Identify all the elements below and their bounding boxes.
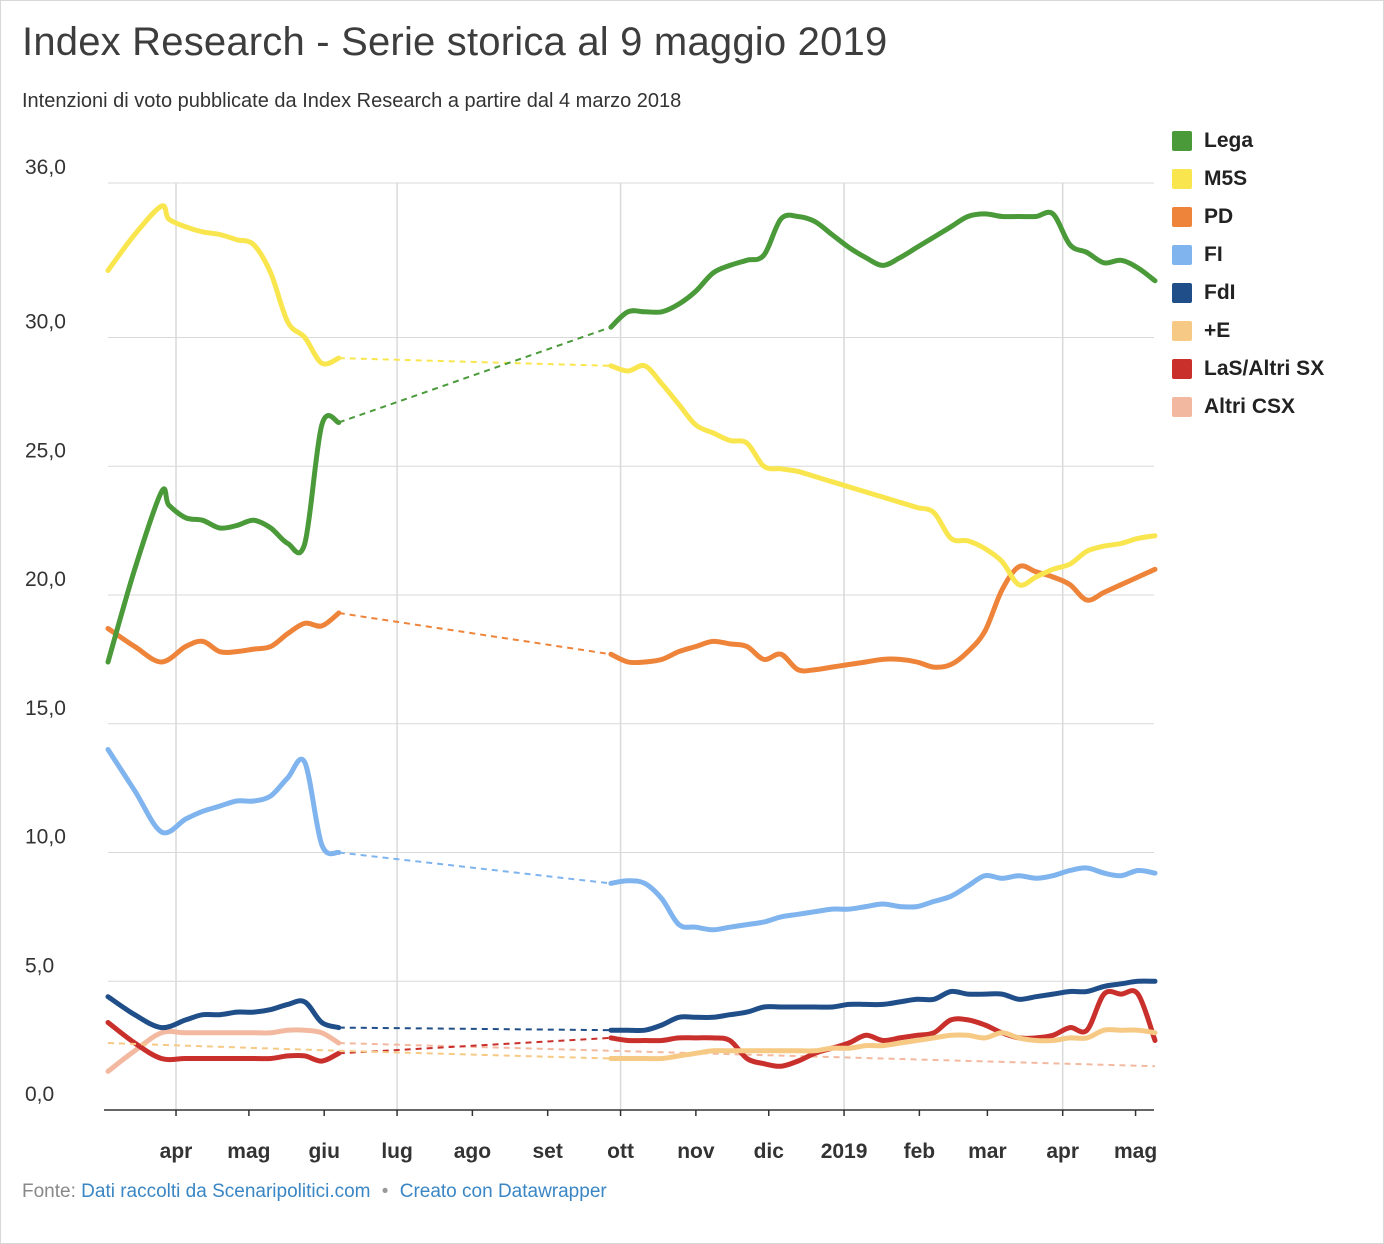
series-pd-line xyxy=(608,563,1158,674)
series-m5s-line xyxy=(105,203,342,367)
y-tick-label: 15,0 xyxy=(25,697,66,720)
legend-label: FdI xyxy=(1204,281,1236,304)
y-tick-label: 25,0 xyxy=(25,439,66,462)
x-tick-label: ago xyxy=(454,1140,491,1163)
x-tick-label: nov xyxy=(677,1140,715,1163)
series-fdi-gap-connector xyxy=(338,1026,611,1032)
series-fdi xyxy=(105,978,1158,1034)
series-fi-gap-connector xyxy=(338,851,611,885)
legend-item-fdi: FdI xyxy=(1172,274,1324,312)
series-las-altri-sx xyxy=(105,988,1158,1069)
series-lega-line xyxy=(105,413,342,665)
chart-footer: Fonte: Dati raccolti da Scenaripolitici.… xyxy=(22,1181,607,1203)
x-tick-label: lug xyxy=(381,1140,413,1163)
chart-subtitle: Intenzioni di voto pubblicate da Index R… xyxy=(22,90,682,112)
legend-swatch xyxy=(1172,321,1192,341)
legend-swatch xyxy=(1172,359,1192,379)
source-prefix: Fonte: xyxy=(22,1181,76,1202)
series-m5s-line xyxy=(608,362,1158,588)
series-m5s-gap-connector xyxy=(338,357,611,367)
series-fi-line xyxy=(105,747,342,857)
x-tick-label: ott xyxy=(607,1140,634,1163)
x-tick-label: mag xyxy=(1114,1140,1157,1163)
x-tick-label: mar xyxy=(968,1140,1007,1163)
x-tick-label: apr xyxy=(1046,1140,1079,1163)
legend-swatch xyxy=(1172,397,1192,417)
legend-swatch xyxy=(1172,245,1192,265)
datawrapper-credit-link[interactable]: Creato con Datawrapper xyxy=(399,1181,607,1202)
series-las-altri-sx-line xyxy=(608,988,1158,1069)
series-pd-line xyxy=(105,610,342,665)
y-tick-label: 30,0 xyxy=(25,311,66,334)
series-e xyxy=(107,1027,1158,1062)
x-tick-label: 2019 xyxy=(821,1140,868,1163)
legend-item-fi: FI xyxy=(1172,236,1324,274)
legend-label: LaS/Altri SX xyxy=(1204,357,1325,380)
chart-legend: Lega M5S PD FI FdI +E LaS/Altri SX Altri CSX xyxy=(1172,122,1324,426)
y-tick-label: 5,0 xyxy=(25,954,54,977)
series-pd-gap-connector xyxy=(338,612,612,656)
x-axis-tick-labels: apr mag giu lug ago set ott nov dic 2019 feb mar apr… xyxy=(160,1110,1157,1163)
series-lega xyxy=(105,209,1158,665)
y-tick-label: 36,0 xyxy=(25,156,66,179)
legend-swatch xyxy=(1172,169,1192,189)
legend-label: Altri CSX xyxy=(1204,395,1296,418)
legend-swatch xyxy=(1172,131,1192,151)
series-altri-csx-gap-connector xyxy=(338,1042,1156,1068)
series-fi xyxy=(105,747,1158,933)
y-axis-tick-labels: 0,0 5,0 10,0 15,0 20,0 25,0 30,0 36,0 xyxy=(25,156,66,1106)
series-lega-gap-connector xyxy=(338,326,612,424)
legend-swatch xyxy=(1172,283,1192,303)
legend-label: FI xyxy=(1204,243,1223,266)
legend-item-pd: PD xyxy=(1172,198,1324,236)
x-tick-label: dic xyxy=(754,1140,785,1163)
x-tick-label: feb xyxy=(904,1140,936,1163)
x-tick-label: mag xyxy=(227,1140,270,1163)
legend-item-e: +E xyxy=(1172,312,1324,350)
y-tick-label: 0,0 xyxy=(25,1083,54,1106)
x-tick-label: set xyxy=(533,1140,563,1163)
legend-item-altri-csx: Altri CSX xyxy=(1172,388,1324,426)
series-e-line xyxy=(608,1027,1158,1062)
series-e-gap-connector xyxy=(338,1049,611,1060)
legend-label: M5S xyxy=(1204,167,1248,190)
y-tick-label: 20,0 xyxy=(25,568,66,591)
chart-title: Index Research - Serie storica al 9 magg… xyxy=(22,20,888,64)
series-fi-line xyxy=(608,865,1158,933)
series-altri-csx xyxy=(105,1027,1156,1074)
series-fdi-line xyxy=(608,978,1158,1034)
series-las-altri-sx-line xyxy=(105,1020,342,1064)
series-lega-line xyxy=(608,209,1158,330)
grid-layer xyxy=(104,182,1154,1111)
series-fdi-line xyxy=(105,994,342,1031)
legend-item-las-altri-sx: LaS/Altri SX xyxy=(1172,350,1324,388)
footer-separator: • xyxy=(381,1181,389,1202)
legend-label: PD xyxy=(1204,205,1234,228)
legend-label: +E xyxy=(1204,319,1231,342)
x-tick-label: giu xyxy=(308,1140,340,1163)
legend-label: Lega xyxy=(1204,129,1254,152)
series-las-altri-sx-gap-connector xyxy=(338,1036,611,1055)
series-e-gap-connector xyxy=(107,1042,339,1052)
y-tick-label: 10,0 xyxy=(25,826,66,849)
legend-item-lega: Lega xyxy=(1172,122,1324,160)
series-layer xyxy=(105,203,1158,1074)
x-tick-label: apr xyxy=(160,1140,193,1163)
source-link[interactable]: Dati raccolti da Scenaripolitici.com xyxy=(81,1181,371,1202)
legend-swatch xyxy=(1172,207,1192,227)
series-m5s xyxy=(105,203,1158,588)
series-altri-csx-line xyxy=(105,1027,342,1074)
legend-item-m5s: M5S xyxy=(1172,160,1324,198)
series-pd xyxy=(105,563,1158,674)
